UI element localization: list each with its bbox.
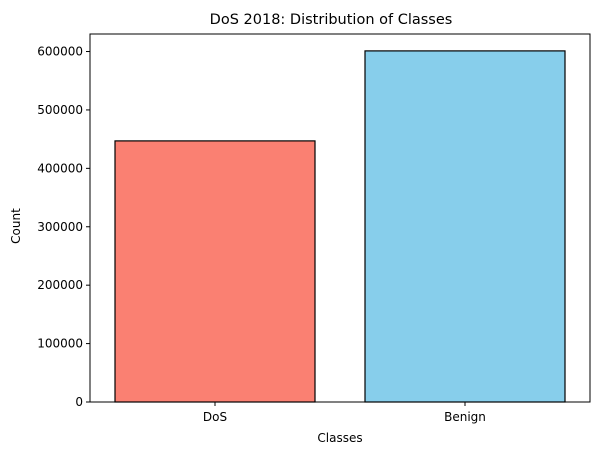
y-tick-label: 600000 (37, 45, 83, 59)
y-tick-label: 0 (75, 395, 83, 409)
chart-title: DoS 2018: Distribution of Classes (210, 12, 453, 28)
y-tick-label: 400000 (37, 161, 83, 175)
axes (89, 33, 591, 403)
x-tick-label: DoS (203, 410, 227, 424)
plot-frame (89, 33, 591, 403)
y-axis-label: Count (9, 208, 23, 244)
y-tick-label: 500000 (37, 103, 83, 117)
y-tick-label: 200000 (37, 278, 83, 292)
bar-benign (364, 50, 566, 403)
x-tick-label: Benign (444, 410, 486, 424)
y-ticks: 0 100000 200000 300000 400000 500000 600000 (37, 45, 90, 409)
y-tick-label: 300000 (37, 220, 83, 234)
bar-dos (114, 140, 316, 403)
x-ticks: DoS Benign (203, 402, 486, 424)
bars (114, 50, 566, 403)
x-axis-label: Classes (317, 431, 362, 445)
y-tick-label: 100000 (37, 337, 83, 351)
